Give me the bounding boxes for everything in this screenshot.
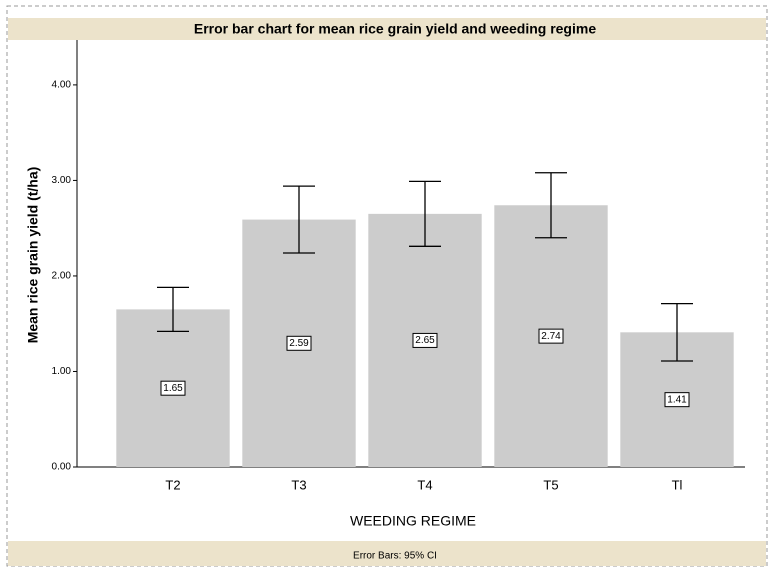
y-tick-label: 1.00 — [52, 366, 72, 377]
y-tick-label: 2.00 — [52, 271, 72, 282]
footnote: Error Bars: 95% CI — [353, 551, 437, 562]
value-label-box — [160, 380, 186, 396]
value-label-box — [538, 328, 564, 344]
x-axis-label: WEEDING REGIME — [350, 513, 476, 529]
value-label: 2.74 — [541, 331, 561, 342]
y-tick-label: 4.00 — [52, 80, 72, 91]
value-label: 2.59 — [289, 338, 309, 349]
value-label: 1.41 — [667, 394, 687, 405]
chart-title: Error bar chart for mean rice grain yiel… — [194, 21, 596, 37]
x-tick-label: T4 — [417, 477, 432, 492]
value-label-box — [286, 335, 312, 351]
y-axis-label: Mean rice grain yield (t/ha) — [25, 167, 41, 344]
value-label: 1.65 — [163, 383, 183, 394]
y-tick-label: 0.00 — [52, 462, 72, 473]
y-tick-label: 3.00 — [52, 175, 72, 186]
x-tick-label: Tl — [672, 477, 683, 492]
value-label-box — [412, 332, 438, 348]
value-label-box — [664, 392, 690, 408]
x-tick-label: T5 — [543, 477, 558, 492]
title-bar — [8, 18, 766, 40]
x-tick-label: T2 — [165, 477, 180, 492]
x-tick-label: T3 — [291, 477, 306, 492]
value-label: 2.65 — [415, 335, 435, 346]
footer-bar — [8, 541, 766, 566]
